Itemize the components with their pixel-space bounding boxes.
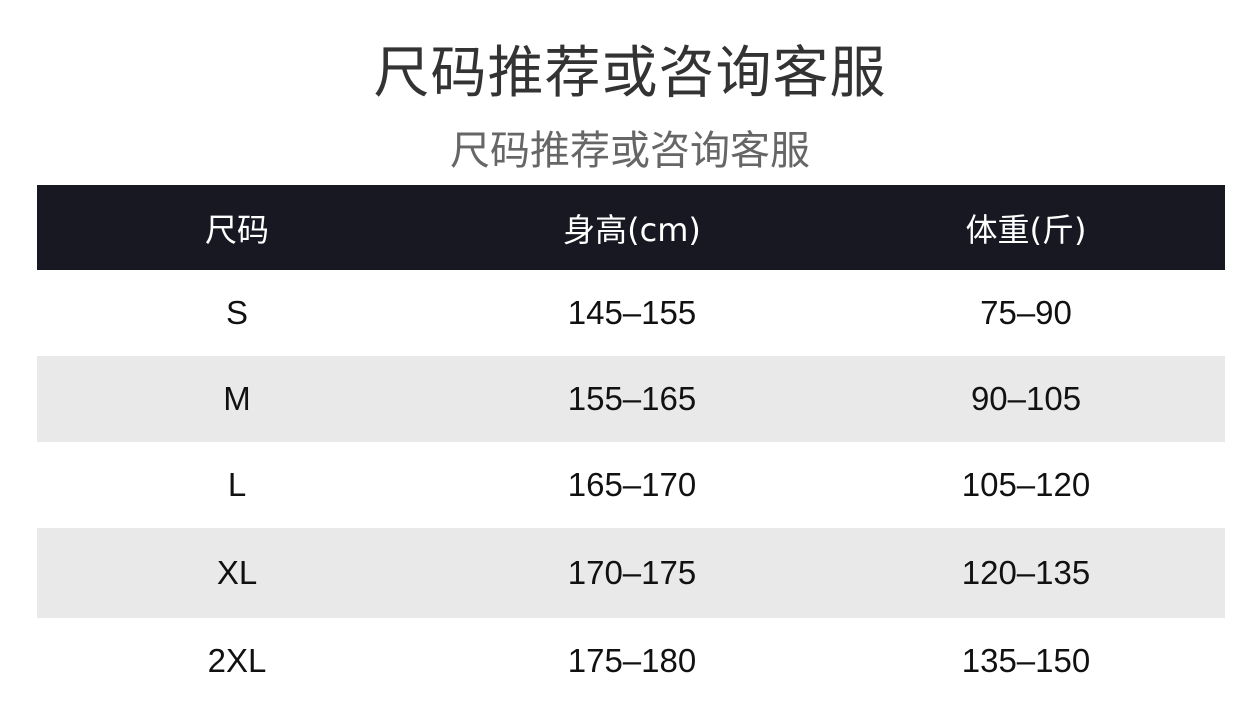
weight-cell: 90–105: [970, 380, 1082, 417]
header-size: 尺码: [204, 210, 269, 249]
height-cell: 175–180: [567, 642, 697, 679]
page-subtitle: 尺码推荐或咨询客服: [450, 128, 810, 174]
table-row: XL 170–175 120–135: [37, 528, 1225, 618]
size-cell: S: [225, 294, 248, 331]
table-row: M 155–165 90–105: [37, 356, 1225, 442]
table-row: L 165–170 105–120: [37, 442, 1225, 528]
weight-cell: 75–90: [980, 294, 1072, 331]
size-table: 尺码 身高(cm) 体重(斤) S 145–155 75–90 M 155–16…: [37, 185, 1225, 704]
height-cell: 155–165: [567, 380, 697, 417]
table-row: 2XL 175–180 135–150: [37, 618, 1225, 704]
size-cell: XL: [216, 554, 258, 591]
height-cell: 145–155: [567, 294, 697, 331]
weight-cell: 105–120: [961, 466, 1091, 503]
size-cell: M: [223, 380, 251, 417]
table-header-row: 尺码 身高(cm) 体重(斤): [37, 185, 1225, 270]
size-cell: L: [227, 466, 247, 503]
header-height: 身高(cm): [563, 210, 701, 249]
height-cell: 170–175: [567, 554, 697, 591]
page-title: 尺码推荐或咨询客服: [373, 41, 887, 106]
weight-cell: 135–150: [961, 642, 1091, 679]
height-cell: 165–170: [567, 466, 697, 503]
table-row: S 145–155 75–90: [37, 270, 1225, 356]
header-weight: 体重(斤): [965, 210, 1087, 249]
size-cell: 2XL: [207, 642, 267, 679]
weight-cell: 120–135: [961, 554, 1091, 591]
